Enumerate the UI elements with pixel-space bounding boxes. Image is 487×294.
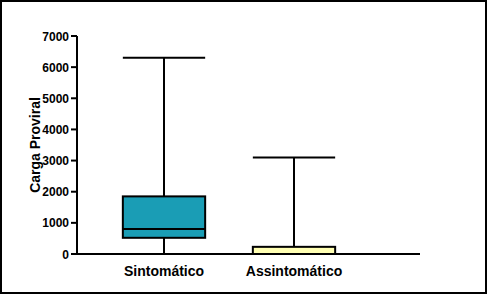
- y-tick-label: 7000: [42, 30, 69, 44]
- y-tick-label: 5000: [42, 92, 69, 106]
- box: [253, 247, 335, 254]
- median: [123, 228, 205, 230]
- y-axis-label: Carga Proviral: [27, 97, 43, 193]
- whisker-upper: [163, 58, 165, 197]
- whisker-upper: [293, 157, 295, 246]
- y-tick-label: 3000: [42, 154, 69, 168]
- chart: 0 1000 2000 3000 4000 5000 6000 7000 Carga Provi…: [0, 0, 487, 294]
- whisker-lower: [163, 238, 165, 254]
- boxes: [123, 58, 335, 254]
- x-tick-label: Assintomático: [246, 263, 342, 279]
- frame: [1, 1, 486, 293]
- y-tick-label: 0: [62, 248, 69, 262]
- box: [123, 196, 205, 237]
- y-tick-label: 1000: [42, 216, 69, 230]
- y-tick-label: 6000: [42, 61, 69, 75]
- chart-container: 0 1000 2000 3000 4000 5000 6000 7000 Carga Provi…: [0, 0, 487, 294]
- y-tick-label: 2000: [42, 185, 69, 199]
- y-axis: [76, 36, 78, 255]
- x-tick-label: Sintomático: [124, 263, 204, 279]
- y-tick-label: 4000: [42, 123, 69, 137]
- whisker-cap-max: [123, 57, 205, 59]
- whisker-cap-max: [253, 156, 335, 158]
- x-axis: [76, 253, 420, 255]
